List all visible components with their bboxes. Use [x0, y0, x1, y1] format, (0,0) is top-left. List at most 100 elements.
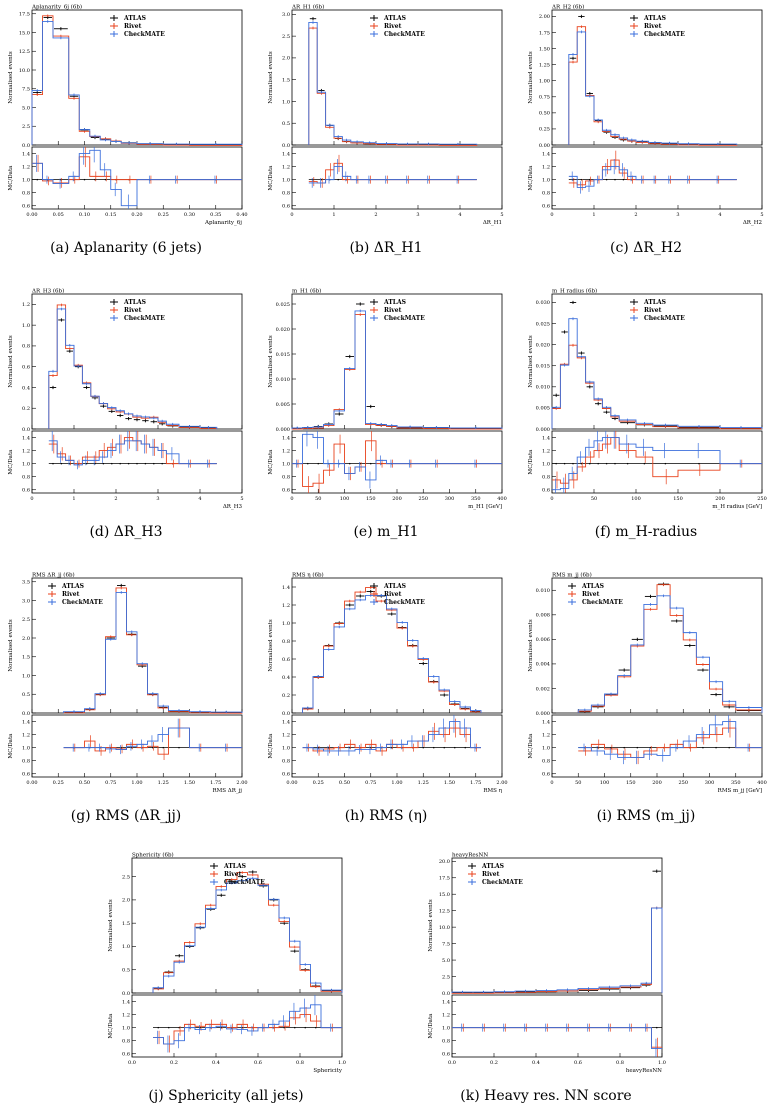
y-tick-label: 1.25 [539, 62, 550, 68]
legend-label: CheckMATE [384, 599, 425, 606]
ratio-data-point [317, 746, 320, 749]
y-tick-label: 0.0 [122, 991, 130, 997]
y-tick-label: 0.010 [536, 588, 550, 594]
x-tick-label: 0.00 [286, 780, 297, 786]
chart-svg: ΔR_H1 (6b) Normalised events MC/Data ΔR_H1 0… [268, 4, 504, 227]
series-line [291, 310, 503, 429]
ratio-frame [291, 146, 503, 210]
y-tick-label: 1.0 [282, 99, 290, 105]
ratio-y-tick-label: 0.6 [282, 204, 290, 210]
x-tick-label: 0.6 [254, 1060, 262, 1066]
y-tick-label: 0.010 [276, 377, 290, 383]
ratio-y-tick-label: 0.6 [542, 772, 550, 778]
x-tick-label: 2 [634, 212, 637, 218]
chart-delta-r-h2: ΔR_H2 (6b) Normalised events MC/Data ΔR_H2 0… [526, 2, 766, 272]
chart-rms-delta-r: RMS ΔR_jj (6b) Normalised events MC/Data RM… [6, 570, 248, 840]
ratio-series-line [568, 166, 737, 188]
y-tick-label: 0.005 [276, 402, 290, 408]
y-tick-label: 3.0 [282, 12, 290, 18]
series-line [308, 27, 478, 146]
x-tick-label: 0.2 [490, 1060, 498, 1066]
panel-label: Sphericity (6b) [132, 852, 174, 859]
series-line [63, 591, 243, 713]
chart-svg: Sphericity (6b) Normalised events MC/Data S… [108, 852, 346, 1075]
legend-label: CheckMATE [582, 599, 623, 606]
y-tick-label: 0.005 [536, 406, 550, 412]
x-tick-label: 1.25 [418, 780, 429, 786]
x-tick-label: 0.15 [105, 212, 116, 218]
legend-label: ATLAS [383, 583, 406, 590]
ratio-y-tick-label: 1.4 [22, 151, 30, 157]
panel-label: m_H1 (6b) [292, 288, 321, 295]
ratio-data-point [111, 462, 113, 465]
panel-label: ΔR_H2 (6b) [552, 4, 584, 11]
x-tick-label: 400 [497, 496, 507, 502]
ratio-axis-label: MC/Data [8, 165, 14, 191]
chart-caption: (f) m_H-radius [594, 524, 698, 540]
x-tick-label: 1.75 [470, 780, 481, 786]
x-tick-label: 1.50 [444, 780, 455, 786]
x-tick-label: 4 [458, 212, 461, 218]
chart-aplanarity: Aplanarity_6j (6b) Normalised events MC/Da… [6, 2, 248, 272]
ratio-series-line [578, 721, 762, 758]
x-tick-label: 0 [550, 780, 553, 786]
legend-label: ATLAS [123, 299, 146, 306]
y-tick-label: 0.0 [282, 711, 290, 717]
y-axis-label: Normalised events [268, 619, 274, 671]
ratio-data-point [314, 1026, 317, 1029]
ratio-data-point [151, 746, 154, 749]
ratio-data-point [161, 462, 163, 465]
ratio-data-point [614, 462, 616, 465]
ratio-data-point [119, 462, 121, 465]
legend-label: Rivet [124, 23, 142, 30]
x-tick-label: 0.20 [131, 212, 142, 218]
ratio-data-point [649, 746, 652, 749]
ratio-y-tick-label: 1.2 [542, 448, 550, 454]
x-tick-label: 1.50 [184, 780, 195, 786]
x-tick-label: 0.0 [128, 1060, 136, 1066]
x-tick-label: 300 [445, 496, 455, 502]
x-tick-label: 0.4 [532, 1060, 540, 1066]
ratio-axis-label: MC/Data [268, 165, 274, 191]
ratio-y-tick-label: 0.8 [122, 1038, 130, 1044]
ratio-y-tick-label: 1.4 [22, 435, 30, 441]
y-tick-label: 15.0 [19, 30, 30, 36]
ratio-data-point [167, 1026, 170, 1029]
y-tick-label: 2.0 [282, 56, 290, 62]
ratio-series-line [452, 1027, 662, 1048]
legend-label: ATLAS [581, 583, 604, 590]
y-tick-label: 0.75 [539, 95, 550, 101]
legend-label: Rivet [384, 591, 402, 598]
chart-svg: m_H1 (6b) Normalised events MC/Data m_H1 [G… [268, 288, 507, 511]
legend-label: Rivet [644, 23, 662, 30]
y-tick-label: 2.5 [282, 34, 290, 40]
ratio-frame [551, 714, 763, 778]
main-frame [551, 293, 763, 430]
ratio-data-point [728, 746, 730, 749]
series-line [152, 877, 343, 993]
ratio-y-tick-label: 0.6 [122, 1052, 130, 1058]
chart-svg: ΔR_H3 (6b) Normalised events MC/Data ΔR_H3 0… [8, 288, 244, 511]
ratio-data-point [610, 746, 612, 749]
legend-label: Rivet [644, 307, 662, 314]
ratio-y-tick-label: 0.8 [442, 1038, 450, 1044]
ratio-y-tick-label: 1.4 [282, 151, 290, 157]
x-tick-label: 200 [715, 496, 725, 502]
ratio-y-tick-label: 1.4 [542, 719, 550, 725]
x-tick-label: 0 [290, 212, 293, 218]
y-tick-label: 1.5 [282, 77, 290, 83]
y-tick-label: 1.2 [282, 603, 290, 609]
ratio-series-line [308, 166, 477, 184]
x-tick-label: 5 [240, 496, 243, 502]
ratio-series-line [552, 437, 762, 484]
y-tick-label: 3.0 [22, 598, 30, 604]
x-axis-label: m_H1 [GeV] [468, 504, 502, 510]
x-tick-label: 3 [416, 212, 419, 218]
x-tick-label: 5 [760, 212, 763, 218]
ratio-y-tick-label: 1.2 [282, 732, 290, 738]
ratio-data-point [453, 746, 456, 749]
ratio-data-point [178, 746, 180, 749]
y-tick-label: 20.0 [439, 859, 450, 865]
y-tick-label: 0.5 [282, 121, 290, 127]
ratio-y-tick-label: 1.4 [442, 999, 450, 1005]
